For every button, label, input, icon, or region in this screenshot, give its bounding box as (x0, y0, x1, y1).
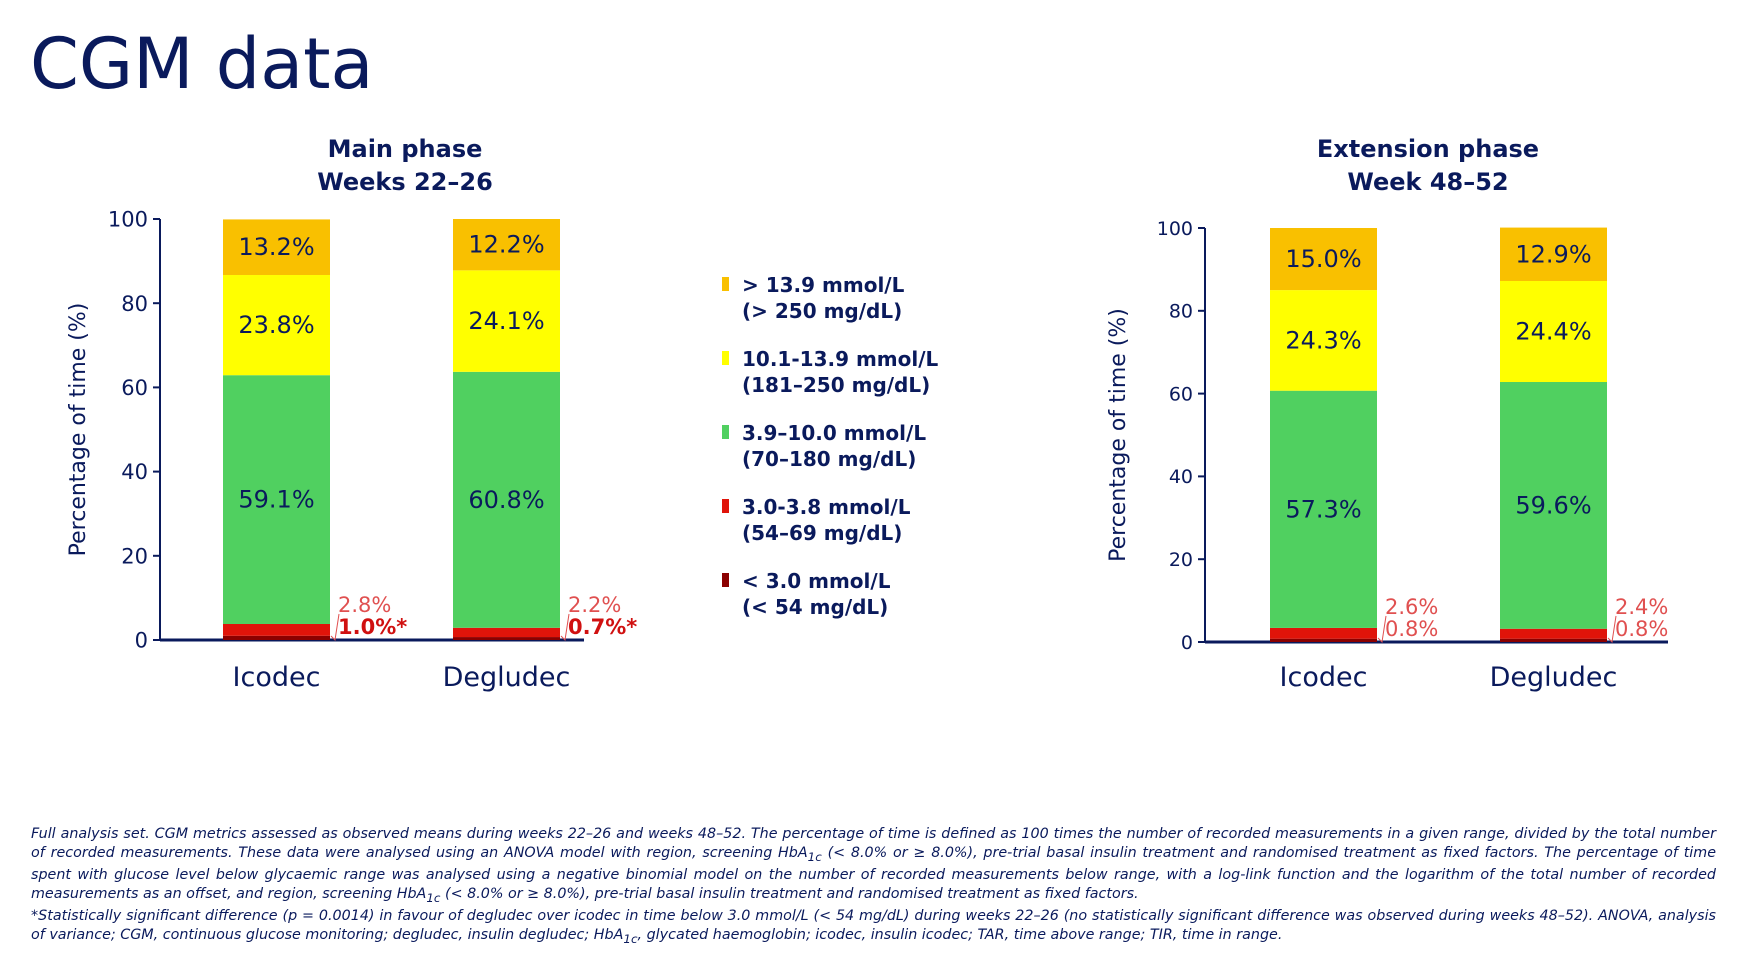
legend-label: < 3.0 mmol/L (742, 569, 891, 593)
extension-annotation-leader (1377, 615, 1387, 644)
legend-label: > 13.9 mmol/L (742, 273, 905, 297)
extension-data-label-low: 2.4% (1615, 595, 1668, 619)
extension-bar-degludec-low (1500, 628, 1607, 639)
extension-category-label: Degludec (1490, 662, 1618, 693)
extension-chart-title: Extension phase Week 48–52 (1218, 133, 1638, 199)
extension-data-label-high: 24.3% (1285, 326, 1361, 354)
extension-y-axis-label: Percentage of time (%) (1106, 308, 1131, 562)
legend-item-low: 3.0-3.8 mmol/L (54–69 mg/dL) (722, 494, 938, 546)
extension-bar-icodec-low (1270, 627, 1377, 639)
extension-data-label-low: 2.6% (1385, 595, 1438, 619)
main-bar-degludec-very-high (453, 219, 560, 271)
extension-bar-degludec-very-high (1500, 227, 1607, 281)
legend-item-high: 10.1-13.9 mmol/L (181–250 mg/dL) (722, 346, 938, 398)
footnote-methods: Full analysis set. CGM metrics assessed … (31, 826, 1716, 905)
main-annotation-leader (330, 613, 340, 642)
extension-data-label-very-low: 0.8% (1385, 617, 1438, 641)
extension-bar-icodec-in-range (1270, 390, 1377, 628)
legend-label: 3.0-3.8 mmol/L (742, 495, 911, 519)
main-y-axis-label: Percentage of time (%) (66, 303, 91, 557)
extension-data-label-very-high: 12.9% (1515, 240, 1591, 268)
extension-data-label-high: 24.4% (1515, 318, 1591, 346)
extension-y-tick-label: 100 (1157, 218, 1193, 240)
main-bar-icodec-in-range (223, 375, 330, 625)
legend-sublabel: (70–180 mg/dL) (742, 447, 917, 471)
extension-bar-degludec-in-range (1500, 382, 1607, 629)
main-data-label-low: 2.2% (568, 593, 621, 617)
main-bar-icodec-high (223, 274, 330, 376)
legend-swatch-high (722, 351, 729, 365)
footnote-significance: *Statistically significant difference (p… (31, 908, 1716, 946)
extension-bar-degludec-very-low (1500, 638, 1607, 642)
legend: > 13.9 mmol/L (> 250 mg/dL) 10.1-13.9 mm… (722, 272, 938, 642)
legend-label: 10.1-13.9 mmol/L (742, 347, 939, 371)
legend-item-very-high: > 13.9 mmol/L (> 250 mg/dL) (722, 272, 938, 324)
extension-y-tick-label: 60 (1169, 383, 1193, 405)
main-data-label-very-high: 13.2% (238, 233, 314, 261)
main-bar-degludec-in-range (453, 371, 560, 628)
main-y-tick-label: 100 (108, 208, 148, 232)
main-data-label-very-high: 12.2% (468, 231, 544, 259)
main-bar-icodec-very-high (223, 219, 330, 275)
main-y-tick-label: 80 (121, 292, 148, 316)
extension-data-label-in-range: 59.6% (1515, 491, 1591, 519)
main-y-tick-label: 0 (135, 629, 148, 653)
main-y-tick-label: 60 (121, 376, 148, 400)
extension-bar-icodec-high (1270, 290, 1377, 391)
legend-swatch-very-high (722, 277, 729, 291)
main-category-label: Degludec (443, 662, 571, 693)
main-y-tick-label: 20 (121, 544, 148, 568)
extension-bar-icodec-very-high (1270, 228, 1377, 291)
main-bar-degludec-very-low (453, 637, 560, 640)
legend-swatch-low (722, 499, 729, 513)
extension-y-tick-label: 40 (1169, 466, 1193, 488)
extension-annotation-leader (1607, 615, 1617, 644)
main-chart-title-line2: Weeks 22–26 (317, 168, 493, 196)
main-data-label-high: 23.8% (238, 311, 314, 339)
legend-swatch-in-range (722, 425, 729, 439)
extension-bar-degludec-high (1500, 280, 1607, 383)
main-data-label-very-low: 0.7%* (568, 615, 637, 639)
extension-chart-title-line2: Week 48–52 (1347, 168, 1509, 196)
main-data-label-in-range: 60.8% (468, 486, 544, 514)
main-data-label-in-range: 59.1% (238, 486, 314, 514)
extension-category-label: Icodec (1280, 662, 1368, 693)
legend-swatch-very-low (722, 573, 729, 587)
page-title: CGM data (30, 23, 374, 105)
main-bar-degludec-low (453, 627, 560, 638)
main-data-label-low: 2.8% (338, 593, 391, 617)
main-chart-title: Main phase Weeks 22–26 (195, 133, 615, 199)
legend-sublabel: (54–69 mg/dL) (742, 521, 903, 545)
footnote: Full analysis set. CGM metrics assessed … (31, 825, 1716, 948)
legend-sublabel: (< 54 mg/dL) (742, 595, 889, 619)
extension-y-tick-label: 20 (1169, 549, 1193, 571)
main-data-label-high: 24.1% (468, 307, 544, 335)
main-y-tick-label: 40 (121, 460, 148, 484)
extension-bar-icodec-very-low (1270, 638, 1377, 642)
main-bar-icodec-very-low (223, 635, 330, 640)
main-annotation-leader (560, 613, 570, 642)
legend-item-in-range: 3.9–10.0 mmol/L (70–180 mg/dL) (722, 420, 938, 472)
legend-item-very-low: < 3.0 mmol/L (< 54 mg/dL) (722, 568, 938, 620)
main-bar-icodec-low (223, 624, 330, 636)
main-bar-degludec-high (453, 270, 560, 372)
legend-sublabel: (> 250 mg/dL) (742, 299, 903, 323)
extension-chart-title-line1: Extension phase (1316, 135, 1540, 163)
extension-data-label-very-low: 0.8% (1615, 617, 1668, 641)
extension-y-tick-label: 0 (1181, 632, 1193, 654)
legend-label: 3.9–10.0 mmol/L (742, 421, 927, 445)
extension-y-tick-label: 80 (1169, 301, 1193, 323)
legend-sublabel: (181–250 mg/dL) (742, 373, 931, 397)
extension-data-label-in-range: 57.3% (1285, 495, 1361, 523)
main-category-label: Icodec (233, 662, 321, 693)
main-chart-title-line1: Main phase (327, 135, 483, 163)
extension-data-label-very-high: 15.0% (1285, 245, 1361, 273)
main-data-label-very-low: 1.0%* (338, 615, 407, 639)
